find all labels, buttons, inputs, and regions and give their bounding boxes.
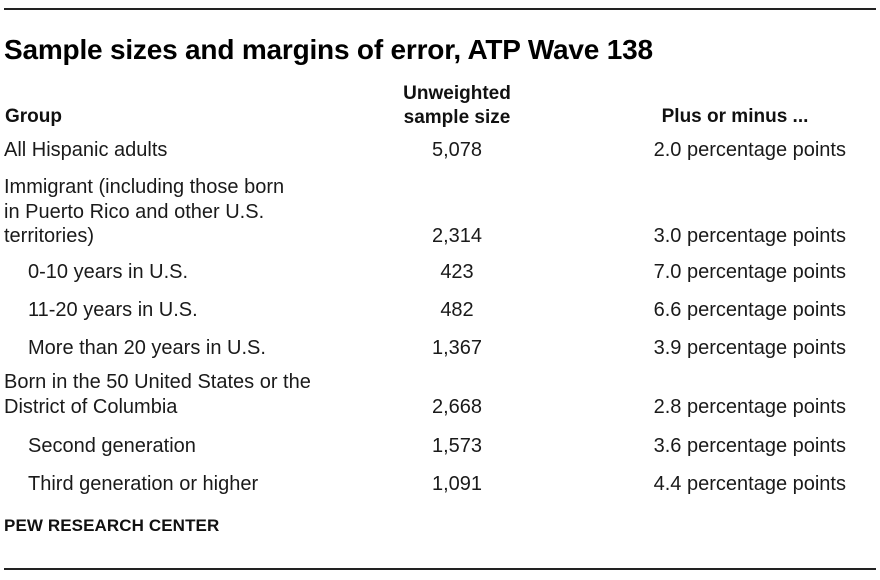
row-sample-size: 2,668 xyxy=(431,395,483,418)
row-margin-of-error: 7.0 percentage points xyxy=(653,261,846,283)
table-title: Sample sizes and margins of error, ATP W… xyxy=(4,34,653,65)
row-sample-size: 2,314 xyxy=(431,225,483,247)
row-sample-size: 423 xyxy=(440,261,474,283)
row-sample-size: 1,573 xyxy=(431,435,483,457)
row-group: Second generation xyxy=(28,435,196,457)
table-row: 0-10 years in U.S. 423 7.0 percentage po… xyxy=(0,260,880,285)
row-group: All Hispanic adults xyxy=(4,139,168,161)
row-group: 0-10 years in U.S. xyxy=(28,261,189,283)
row-margin-of-error: 2.8 percentage points xyxy=(653,395,846,418)
row-margin-of-error: 3.9 percentage points xyxy=(653,337,846,359)
row-group: Third generation or higher xyxy=(28,473,259,495)
row-margin-of-error: 6.6 percentage points xyxy=(653,299,846,321)
header-sample-size: Unweighted sample size xyxy=(380,82,534,130)
table-header: Group Unweighted sample size Plus or min… xyxy=(0,80,880,132)
row-margin-of-error: 2.0 percentage points xyxy=(653,139,846,161)
header-sample-size-line2: sample size xyxy=(403,107,511,128)
source-credit: PEW RESEARCH CENTER xyxy=(4,516,220,535)
row-sample-size: 482 xyxy=(440,299,474,321)
table-row: Third generation or higher 1,091 4.4 per… xyxy=(0,472,880,497)
table-row: Immigrant (including those born in Puert… xyxy=(0,175,880,249)
row-margin-of-error: 4.4 percentage points xyxy=(653,473,846,495)
header-group: Group xyxy=(5,106,62,127)
table-row: Born in the 50 United States or the Dist… xyxy=(0,370,880,419)
row-sample-size: 1,367 xyxy=(431,337,483,359)
row-margin-of-error: 3.6 percentage points xyxy=(653,435,846,457)
row-group: Born in the 50 United States or the Dist… xyxy=(4,371,311,418)
row-sample-size: 5,078 xyxy=(431,139,483,161)
table-row: All Hispanic adults 5,078 2.0 percentage… xyxy=(0,138,880,163)
table-row: 11-20 years in U.S. 482 6.6 percentage p… xyxy=(0,298,880,323)
table-row: More than 20 years in U.S. 1,367 3.9 per… xyxy=(0,336,880,361)
table-row: Second generation 1,573 3.6 percentage p… xyxy=(0,434,880,459)
header-sample-size-line1: Unweighted xyxy=(403,83,511,104)
row-margin-of-error: 3.0 percentage points xyxy=(653,225,846,247)
row-group: More than 20 years in U.S. xyxy=(28,337,266,359)
header-margin-of-error: Plus or minus ... xyxy=(661,106,809,127)
row-group: 11-20 years in U.S. xyxy=(28,299,198,321)
top-rule xyxy=(4,8,876,10)
row-group: Immigrant (including those born in Puert… xyxy=(4,176,285,247)
bottom-rule xyxy=(4,568,876,570)
row-sample-size: 1,091 xyxy=(431,473,483,495)
